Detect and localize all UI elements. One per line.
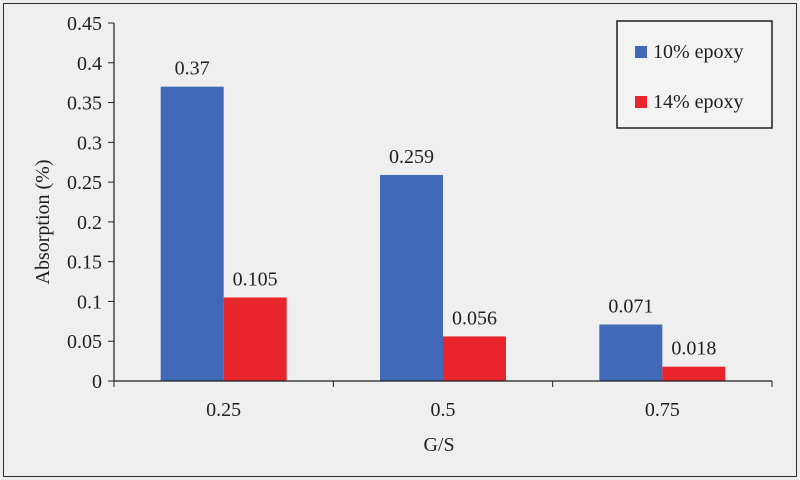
x-axis-ticks: 0.25 0.5 0.75 bbox=[113, 381, 773, 421]
x-tick-label: 0.75 bbox=[645, 399, 680, 421]
y-tick-label: 0.2 bbox=[77, 212, 102, 234]
y-tick-label: 0.4 bbox=[77, 53, 102, 75]
x-axis-title: G/S bbox=[423, 434, 454, 456]
y-tick-label: 0.25 bbox=[67, 172, 102, 194]
y-tick-label: 0 bbox=[92, 371, 102, 393]
bars-group bbox=[160, 86, 726, 382]
y-tick-label: 0.35 bbox=[67, 93, 102, 115]
legend-label-14pct: 14% epoxy bbox=[653, 91, 744, 113]
bar-data-label: 0.105 bbox=[233, 268, 278, 290]
y-axis-ticks: 0 0.05 0.1 0.15 0.2 0.25 0.3 0.35 0.4 0.45 bbox=[67, 13, 114, 393]
y-axis-title: Absorption (%) bbox=[32, 160, 54, 285]
bar-data-label: 0.018 bbox=[671, 338, 716, 360]
bar bbox=[599, 324, 663, 381]
bar bbox=[443, 336, 506, 381]
bar-data-label: 0.37 bbox=[175, 58, 210, 80]
bar bbox=[160, 86, 224, 382]
bar-data-label: 0.056 bbox=[452, 307, 497, 329]
bar bbox=[223, 297, 287, 381]
legend: 10% epoxy 14% epoxy bbox=[616, 20, 773, 129]
bar bbox=[662, 366, 726, 381]
y-tick-label: 0.3 bbox=[77, 132, 102, 154]
legend-box bbox=[616, 20, 773, 129]
y-tick-label: 0.05 bbox=[67, 331, 102, 353]
y-tick-label: 0.1 bbox=[77, 291, 102, 313]
x-tick-label: 0.25 bbox=[206, 399, 241, 421]
legend-label-10pct: 10% epoxy bbox=[653, 41, 744, 63]
legend-swatch-10pct bbox=[635, 46, 647, 58]
axes-group bbox=[113, 23, 772, 382]
legend-swatch-14pct bbox=[635, 96, 647, 108]
y-tick-label: 0.15 bbox=[67, 252, 102, 274]
x-tick-label: 0.5 bbox=[431, 399, 456, 421]
bar bbox=[380, 174, 443, 381]
data-labels-group: 0.37 0.259 0.071 0.105 0.056 0.018 bbox=[175, 58, 717, 360]
bar-data-label: 0.259 bbox=[389, 146, 434, 168]
bar-data-label: 0.071 bbox=[608, 296, 653, 318]
y-tick-label: 0.45 bbox=[67, 13, 102, 35]
